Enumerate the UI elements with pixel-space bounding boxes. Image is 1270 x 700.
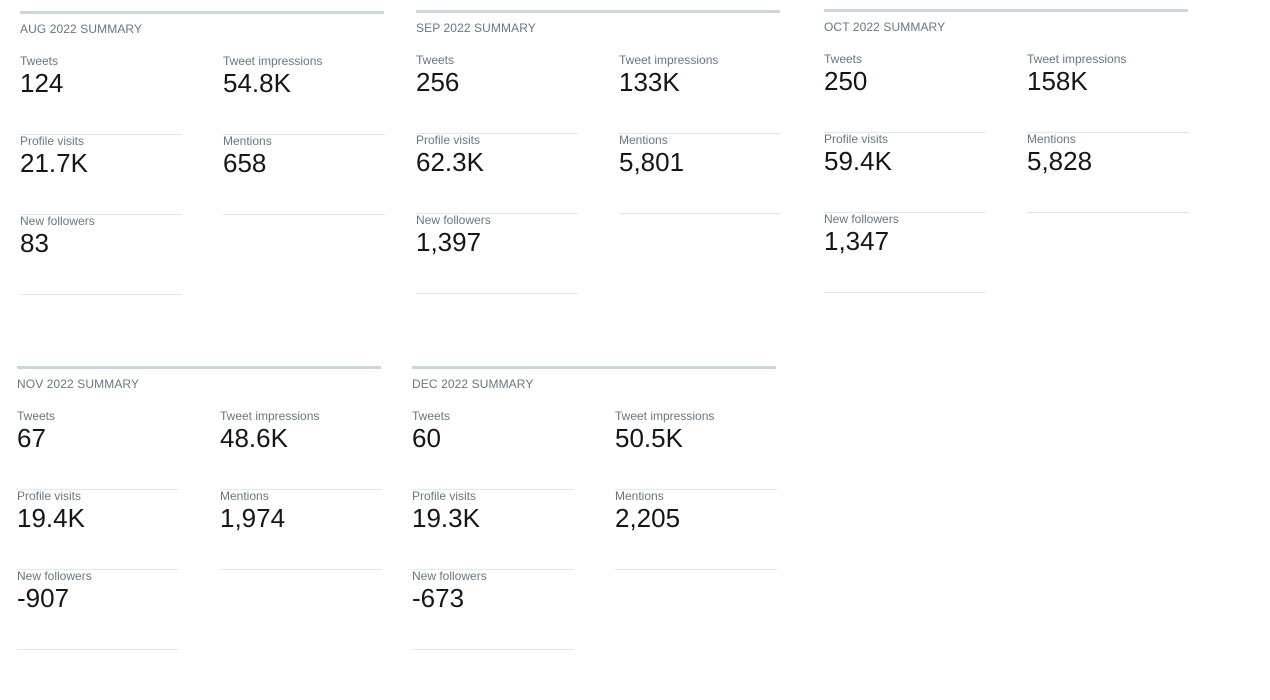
metric-label: New followers: [416, 213, 491, 227]
metric-value: 59.4K: [824, 146, 892, 176]
metric-tweets: Tweets 67: [17, 409, 179, 490]
metric-new-followers: New followers 1,347: [824, 212, 986, 293]
metric-value: -673: [412, 583, 465, 613]
metric-label: Mentions: [220, 489, 269, 503]
card-title: SEP 2022 SUMMARY: [416, 21, 536, 35]
metric-value: 19.3K: [412, 503, 480, 533]
metric-value: 658: [223, 148, 267, 178]
metric-label: Tweet impressions: [220, 409, 320, 423]
metric-mentions: Mentions 5,828: [1027, 132, 1189, 213]
metric-new-followers: New followers 83: [20, 214, 182, 295]
metric-label: New followers: [412, 569, 487, 583]
metric-label: Profile visits: [17, 489, 82, 503]
metric-value: 54.8K: [223, 68, 291, 98]
summary-card-oct-2022: OCT 2022 SUMMARY Tweets 250 Tweet impres…: [824, 9, 1189, 293]
metric-label: Profile visits: [20, 134, 85, 148]
metric-mentions: Mentions 658: [223, 134, 385, 215]
metric-value: 158K: [1027, 66, 1088, 96]
metric-tweet-impressions: Tweet impressions 50.5K: [615, 409, 777, 490]
summary-card-dec-2022: DEC 2022 SUMMARY Tweets 60 Tweet impress…: [412, 366, 777, 650]
metric-label: Tweets: [412, 409, 451, 423]
metric-profile-visits: Profile visits 62.3K: [416, 133, 578, 214]
metric-value: -907: [17, 583, 70, 613]
metric-label: Tweet impressions: [619, 53, 719, 67]
metric-value: 62.3K: [416, 147, 484, 177]
metric-new-followers: New followers -673: [412, 569, 574, 650]
metric-value: 250: [824, 66, 868, 96]
metric-label: Mentions: [223, 134, 272, 148]
metric-tweets: Tweets 124: [20, 54, 182, 135]
card-title: DEC 2022 SUMMARY: [412, 377, 534, 391]
metric-label: Tweets: [17, 409, 56, 423]
metric-tweets: Tweets 256: [416, 53, 578, 134]
metric-value: 50.5K: [615, 423, 683, 453]
metric-label: Tweets: [416, 53, 455, 67]
metric-value: 67: [17, 423, 46, 453]
metric-value: 48.6K: [220, 423, 288, 453]
metric-value: 256: [416, 67, 460, 97]
metric-label: Profile visits: [412, 489, 477, 503]
metric-value: 60: [412, 423, 441, 453]
metric-label: Profile visits: [824, 132, 889, 146]
metric-mentions: Mentions 5,801: [619, 133, 781, 214]
metric-profile-visits: Profile visits 19.4K: [17, 489, 179, 570]
summary-card-nov-2022: NOV 2022 SUMMARY Tweets 67 Tweet impress…: [17, 366, 382, 650]
metric-value: 133K: [619, 67, 680, 97]
metric-label: Mentions: [615, 489, 664, 503]
summary-card-sep-2022: SEP 2022 SUMMARY Tweets 256 Tweet impres…: [416, 10, 781, 294]
metric-label: New followers: [17, 569, 92, 583]
summary-card-aug-2022: AUG 2022 SUMMARY Tweets 124 Tweet impres…: [20, 11, 385, 295]
metric-value: 5,801: [619, 147, 685, 177]
card-title: AUG 2022 SUMMARY: [20, 22, 143, 36]
metric-label: Tweets: [20, 54, 59, 68]
metric-label: New followers: [824, 212, 899, 226]
card-title: OCT 2022 SUMMARY: [824, 20, 946, 34]
metric-tweet-impressions: Tweet impressions 158K: [1027, 52, 1189, 133]
metric-value: 83: [20, 228, 49, 258]
metric-tweet-impressions: Tweet impressions 133K: [619, 53, 781, 134]
metric-mentions: Mentions 1,974: [220, 489, 382, 570]
metric-profile-visits: Profile visits 21.7K: [20, 134, 182, 215]
metric-value: 1,397: [416, 227, 482, 257]
metric-profile-visits: Profile visits 59.4K: [824, 132, 986, 213]
metric-value: 19.4K: [17, 503, 85, 533]
metric-label: Tweet impressions: [1027, 52, 1127, 66]
metric-value: 1,347: [824, 226, 890, 256]
metric-value: 2,205: [615, 503, 681, 533]
metric-value: 21.7K: [20, 148, 88, 178]
metric-label: Tweets: [824, 52, 863, 66]
metric-tweets: Tweets 250: [824, 52, 986, 133]
metric-label: New followers: [20, 214, 95, 228]
metric-label: Profile visits: [416, 133, 481, 147]
metric-profile-visits: Profile visits 19.3K: [412, 489, 574, 570]
metric-label: Tweet impressions: [223, 54, 323, 68]
metric-tweet-impressions: Tweet impressions 48.6K: [220, 409, 382, 490]
metric-label: Tweet impressions: [615, 409, 715, 423]
metric-value: 124: [20, 68, 64, 98]
metric-mentions: Mentions 2,205: [615, 489, 777, 570]
metric-tweet-impressions: Tweet impressions 54.8K: [223, 54, 385, 135]
card-title: NOV 2022 SUMMARY: [17, 377, 140, 391]
metric-label: Mentions: [619, 133, 668, 147]
metric-value: 5,828: [1027, 146, 1093, 176]
metric-tweets: Tweets 60: [412, 409, 574, 490]
metric-label: Mentions: [1027, 132, 1076, 146]
metric-value: 1,974: [220, 503, 286, 533]
metric-new-followers: New followers -907: [17, 569, 179, 650]
metric-new-followers: New followers 1,397: [416, 213, 578, 294]
